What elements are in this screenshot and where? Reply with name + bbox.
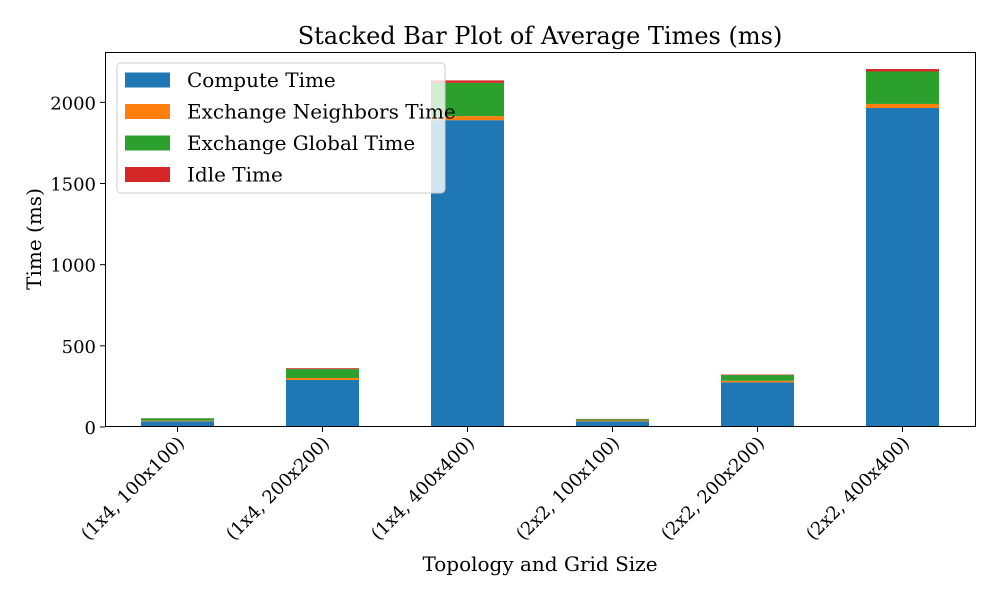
legend-label-3: Exchange Global Time [187, 131, 415, 155]
bar-segment-4-category-3 [431, 80, 504, 83]
legend-swatch-3 [125, 135, 170, 151]
y-axis-label: Time (ms) [22, 188, 46, 290]
legend-swatch-1 [125, 72, 170, 88]
bar-segment-1-category-1 [141, 421, 214, 427]
bar-segment-2-category-2 [286, 377, 359, 380]
bar-segment-3-category-1 [141, 418, 214, 421]
bar-segment-3-category-4 [576, 419, 649, 421]
y-tick-label-4: 1500 [50, 174, 96, 195]
legend-label-4: Idle Time [187, 163, 283, 187]
bar-segment-1-category-4 [576, 421, 649, 427]
bar-segment-2-category-4 [576, 420, 649, 422]
bar-segment-2-category-3 [431, 116, 504, 121]
legend-box [116, 62, 446, 194]
y-tick-label-1: 0 [85, 418, 96, 439]
bar-segment-1-category-2 [286, 379, 359, 427]
legend-swatch-2 [125, 104, 170, 119]
bar-segment-2-category-6 [866, 103, 939, 109]
bar-segment-1-category-5 [721, 382, 794, 427]
plot-frame [105, 52, 976, 427]
legend-label-2: Exchange Neighbors Time [187, 100, 456, 124]
bar-segment-1-category-6 [866, 108, 939, 427]
y-tick-label-2: 500 [62, 337, 96, 358]
x-axis-label: Topology and Grid Size [422, 552, 657, 576]
legend: Compute Time Exchange Neighbors Time Excha… [116, 62, 456, 194]
bar-segment-2-category-1 [141, 420, 214, 422]
legend-label-1: Compute Time [187, 68, 336, 92]
bar-segment-2-category-5 [721, 380, 794, 383]
bar-segment-4-category-2 [286, 368, 359, 370]
y-tick-label-3: 1000 [50, 256, 96, 277]
bar-segment-3-category-5 [721, 375, 794, 381]
bar-segment-4-category-6 [866, 69, 939, 72]
legend-swatch-4 [125, 167, 170, 182]
bar-segment-3-category-6 [866, 71, 939, 104]
y-tick-label-5: 2000 [50, 93, 96, 114]
chart-title: Stacked Bar Plot of Average Times (ms) [298, 22, 783, 50]
bar-segment-3-category-2 [286, 369, 359, 378]
